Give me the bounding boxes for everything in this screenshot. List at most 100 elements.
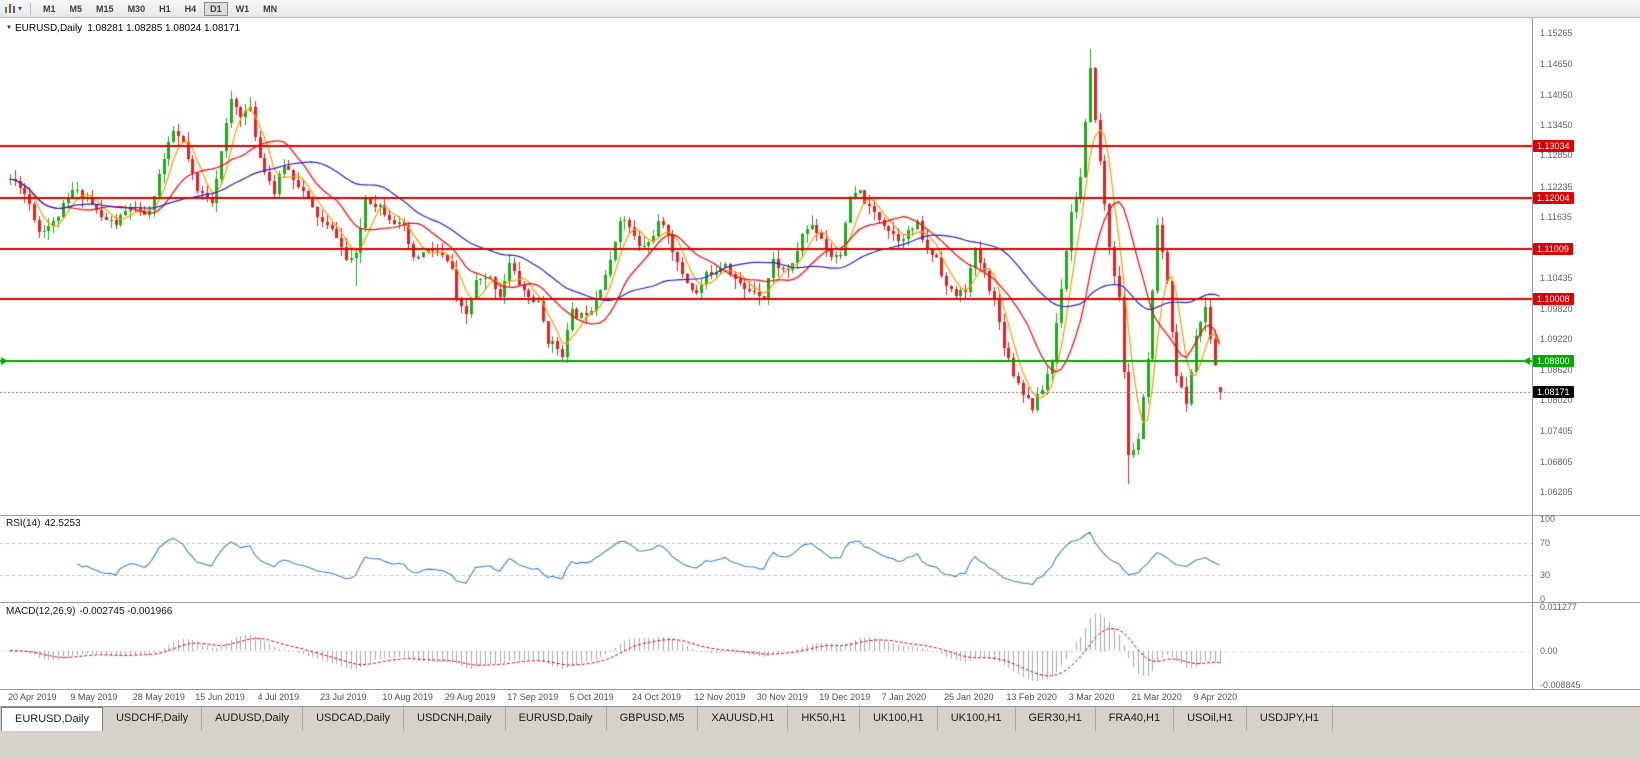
rsi-label: RSI(14) 42.5253 (6, 518, 81, 529)
time-axis-label: 23 Jul 2019 (320, 692, 367, 702)
price-axis-label: 1.12235 (1540, 181, 1573, 192)
time-axis[interactable]: 20 Apr 2019 9 May 2019 28 May 2019 15 Jun 2… (0, 690, 1532, 706)
chart-tab-12-fra40-h1[interactable]: FRA40,H1 (1096, 707, 1175, 731)
timeframe-button-d1[interactable]: D1 (204, 1, 228, 16)
time-axis-label: 3 Mar 2020 (1068, 692, 1115, 702)
chart-tab-11-ger30-h1[interactable]: GER30,H1 (1016, 707, 1096, 731)
macd-axis-label: -0.008845 (1540, 680, 1581, 690)
rsi-value: 42.5253 (44, 518, 81, 529)
price-axis-label: 1.09220 (1540, 334, 1573, 345)
price-chart-canvas[interactable] (0, 18, 1532, 515)
chart-tab-13-usoil-h1[interactable]: USOil,H1 (1174, 707, 1247, 731)
rsi-panel-separator[interactable] (0, 515, 1640, 516)
chart-marker-icon: ▼ (6, 25, 12, 31)
timeframe-toolbar: ▾ M1 M5 M15 M30 H1 H4 D1 W1 MN (0, 0, 1640, 18)
chart-ohlc-values: 1.08281 1.08285 1.08024 1.08171 (87, 23, 241, 34)
chart-tab-6-gbpusd-m5[interactable]: GBPUSD,M5 (607, 707, 699, 731)
price-axis-label: 1.08620 (1540, 364, 1573, 375)
rsi-panel-canvas[interactable] (0, 516, 1532, 602)
chart-icon-glyph (5, 3, 15, 13)
time-axis-label: 4 Jul 2019 (257, 692, 300, 702)
time-axis-label: 9 May 2019 (70, 692, 118, 702)
price-axis-label: 1.10435 (1540, 272, 1573, 283)
chart-title: ▼ EURUSD,Daily 1.08281 1.08285 1.08024 1.0… (6, 23, 240, 34)
price-axis[interactable]: 1.15265 1.14650 1.14050 1.13450 1.12850 1.122… (1532, 18, 1640, 515)
chart-tab-7-xauusd-h1[interactable]: XAUUSD,H1 (698, 707, 789, 731)
timeframe-button-mn[interactable]: MN (263, 3, 278, 14)
timeframe-button-m30[interactable]: M30 (127, 3, 146, 14)
timeframe-button-w1[interactable]: W1 (235, 3, 250, 14)
time-axis-label: 21 Mar 2020 (1131, 692, 1182, 702)
timeframe-button-h4[interactable]: H4 (184, 3, 197, 14)
time-axis-label: 29 Aug 2019 (444, 692, 496, 702)
time-axis-label: 19 Dec 2019 (819, 692, 871, 702)
chart-tabs: EURUSD,Daily USDCHF,Daily AUDUSD,Daily USDC… (0, 707, 1640, 731)
rsi-axis-label: 30 (1540, 570, 1551, 580)
time-axis-label: 12 Nov 2019 (694, 692, 746, 702)
macd-axis-label: 0.011277 (1540, 602, 1577, 612)
support-price-badge: 1.08800 (1533, 354, 1574, 367)
chart-tab-0-eurusd-daily[interactable]: EURUSD,Daily (1, 707, 103, 731)
time-axis-label: 20 Apr 2019 (8, 692, 57, 702)
chart-icon[interactable] (4, 3, 16, 15)
time-axis-label: 28 May 2019 (132, 692, 185, 702)
time-axis-label: 10 Aug 2019 (382, 692, 433, 702)
timeframe-button-m15[interactable]: M15 (96, 3, 114, 14)
timeframe-button-m1[interactable]: M1 (43, 3, 56, 14)
rsi-axis[interactable]: 100 70 30 0 (1532, 514, 1640, 604)
chart-tab-2-audusd-daily[interactable]: AUDUSD,Daily (202, 707, 304, 731)
price-axis-border (1532, 18, 1533, 689)
timeframe-button-h1[interactable]: H1 (159, 3, 171, 14)
current-price-badge: 1.08171 (1533, 386, 1574, 399)
chart-tab-1-usdchf-daily[interactable]: USDCHF,Daily (103, 707, 203, 731)
macd-title: MACD(12,26,9) (6, 606, 76, 617)
resistance-price-badge: 1.12004 (1533, 192, 1574, 205)
timeframe-button-m5[interactable]: M5 (69, 3, 83, 14)
price-axis-label: 1.08020 (1540, 395, 1573, 406)
chart-tab-5-eurusd-daily[interactable]: EURUSD,Daily (506, 707, 607, 731)
rsi-axis-label: 70 (1540, 538, 1551, 548)
chart-tab-8-hk50-h1[interactable]: HK50,H1 (788, 707, 860, 731)
time-axis-label: 30 Nov 2019 (756, 692, 808, 702)
dropdown-caret-icon[interactable]: ▾ (18, 4, 23, 13)
chart-tab-3-usdcad-daily[interactable]: USDCAD,Daily (303, 707, 405, 731)
chart-tab-4-usdcnh-daily[interactable]: USDCNH,Daily (404, 707, 506, 731)
macd-axis-label: 0.00 (1540, 645, 1558, 656)
price-axis-label: 1.14050 (1540, 89, 1573, 100)
time-axis-label: 13 Feb 2020 (1006, 692, 1057, 702)
time-axis-label: 5 Oct 2019 (569, 692, 614, 702)
chart-tab-10-uk100-h1[interactable]: UK100,H1 (938, 707, 1016, 731)
macd-panel-canvas[interactable] (0, 603, 1532, 689)
chart-tabs-bar: EURUSD,Daily USDCHF,Daily AUDUSD,Daily USDC… (0, 706, 1640, 759)
resistance-price-badge: 1.13034 (1533, 140, 1574, 153)
time-axis-label: 17 Sep 2019 (507, 692, 559, 702)
time-axis-label: 15 Jun 2019 (195, 692, 245, 702)
macd-value: -0.002745 -0.001966 (79, 606, 173, 617)
macd-axis[interactable]: 0.011277 0.00 -0.008845 (1532, 602, 1640, 690)
rsi-title: RSI(14) (6, 518, 41, 529)
time-axis-label: 25 Jan 2020 (944, 692, 994, 702)
macd-panel-separator[interactable] (0, 602, 1640, 603)
chart-tab-14-usdjpy-h1[interactable]: USDJPY,H1 (1247, 707, 1334, 731)
price-axis-label: 1.07405 (1540, 426, 1573, 437)
price-axis-label: 1.06205 (1540, 487, 1573, 497)
macd-label: MACD(12,26,9) -0.002745 -0.001966 (6, 606, 172, 617)
price-axis-label: 1.12850 (1540, 150, 1573, 161)
rsi-axis-label: 100 (1540, 514, 1556, 524)
time-axis-label: 24 Oct 2019 (632, 692, 682, 702)
time-axis-label: 7 Jan 2020 (881, 692, 927, 702)
time-axis-separator (0, 689, 1640, 690)
price-axis-label: 1.14650 (1540, 59, 1573, 70)
resistance-price-badge: 1.11009 (1533, 242, 1573, 255)
price-axis-label: 1.06805 (1540, 456, 1573, 467)
timeframe-buttons: M1 M5 M15 M30 H1 H4 D1 W1 MN (36, 1, 284, 16)
resistance-price-badge: 1.10008 (1533, 293, 1574, 306)
rsi-axis-label: 0 (1540, 594, 1546, 604)
price-axis-label: 1.15265 (1540, 27, 1573, 38)
toolbar-separator (30, 2, 32, 15)
price-axis-label: 1.13450 (1540, 119, 1573, 130)
price-axis-label: 1.11635 (1540, 211, 1572, 222)
chart-tab-9-uk100-h1[interactable]: UK100,H1 (860, 707, 938, 731)
time-axis-label: 9 Apr 2020 (1193, 692, 1238, 702)
